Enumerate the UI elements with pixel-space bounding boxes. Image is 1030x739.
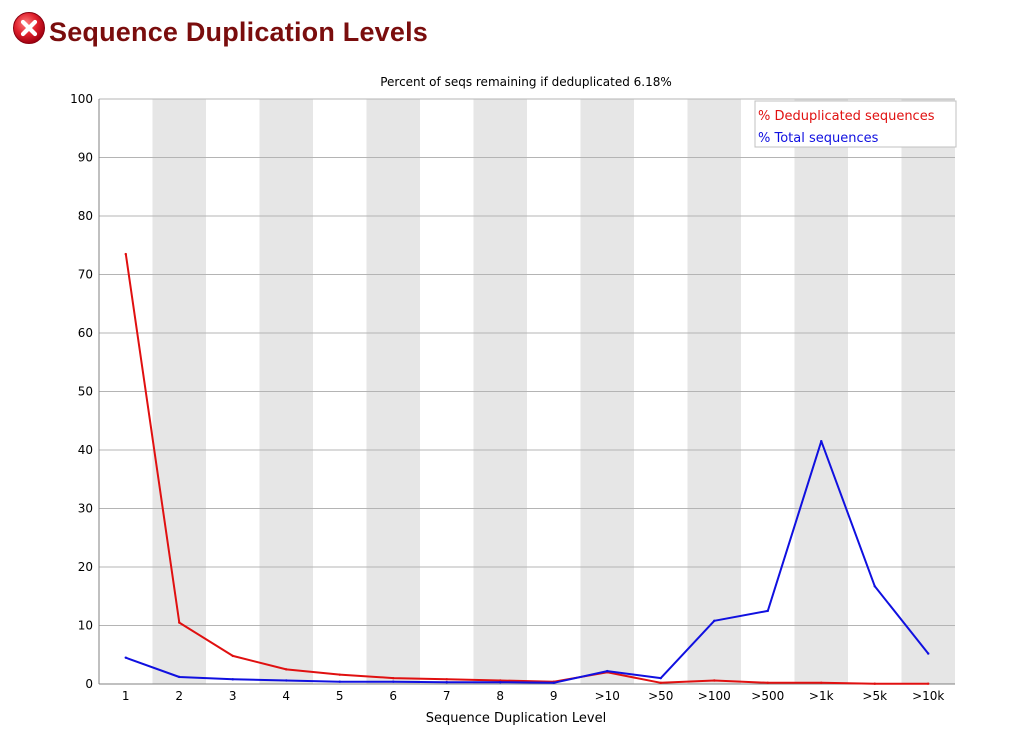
- x-tick-label: 1: [122, 689, 130, 703]
- header: Sequence Duplication Levels: [12, 10, 428, 54]
- series-0-point: [338, 673, 341, 676]
- series-1-point: [338, 680, 341, 683]
- series-0-point: [873, 682, 876, 685]
- y-tick-label: 70: [78, 268, 93, 282]
- x-tick-label: 7: [443, 689, 451, 703]
- series-0-point: [392, 676, 395, 680]
- y-tick-label: 30: [78, 502, 93, 516]
- chart-axes: [98, 99, 955, 685]
- series-0-point: [231, 654, 234, 658]
- series-1-point: [445, 681, 448, 684]
- page-title: Sequence Duplication Levels: [49, 16, 429, 47]
- series-0-point: [445, 678, 448, 681]
- x-tick-label: 8: [496, 689, 504, 703]
- series-1-point: [820, 440, 823, 443]
- chart-legend: % Deduplicated sequences % Total sequence…: [754, 100, 957, 148]
- x-tick-labels: 1 2 3 4 5 6 7 8 9 >10 >50 >100 >500 >1k >5k >10k: [122, 689, 945, 703]
- series-0-point: [499, 679, 502, 682]
- x-tick-label: 4: [282, 689, 290, 703]
- x-tick-label: >50: [648, 689, 673, 703]
- x-tick-label: 3: [229, 689, 237, 703]
- y-tick-label: 10: [78, 619, 93, 633]
- series-1-point: [285, 679, 288, 682]
- y-tick-label: 60: [78, 326, 93, 340]
- x-tick-label: >1k: [809, 689, 834, 703]
- series-1-point: [606, 669, 609, 673]
- y-tick-label: 100: [70, 92, 93, 106]
- series-1-point: [713, 619, 716, 623]
- series-0-point: [927, 682, 930, 685]
- series-1-point: [499, 681, 502, 684]
- series-1-point: [178, 675, 181, 679]
- y-tick-label: 40: [78, 443, 93, 457]
- series-1-point: [124, 656, 127, 659]
- legend-entry: % Deduplicated sequences: [758, 109, 935, 124]
- y-tick-label: 50: [78, 385, 93, 399]
- y-tick-label: 0: [85, 677, 93, 691]
- x-tick-label: 9: [550, 689, 558, 703]
- series-0-point: [285, 668, 288, 671]
- series-0-point: [713, 679, 716, 682]
- series-1-point: [552, 681, 555, 685]
- x-tick-label: >100: [698, 689, 731, 703]
- x-tick-label: 5: [336, 689, 344, 703]
- series-0-point: [178, 621, 181, 624]
- y-tick-label: 90: [78, 151, 93, 165]
- x-tick-label: >10k: [912, 689, 944, 703]
- legend-box: [754, 100, 957, 148]
- x-tick-label: >10: [595, 689, 620, 703]
- x-tick-label: 6: [389, 689, 397, 703]
- y-tick-label: 80: [78, 209, 93, 223]
- series-0-point: [820, 681, 823, 685]
- series-1-point: [766, 609, 769, 613]
- legend-entry: % Total sequences: [758, 131, 879, 146]
- series-1-point: [231, 678, 234, 681]
- x-axis-title: Sequence Duplication Level: [426, 711, 606, 726]
- series-0-point: [124, 252, 127, 256]
- series-1-point: [873, 585, 876, 588]
- x-tick-label: 2: [175, 689, 183, 703]
- series-0-point: [766, 681, 769, 685]
- error-icon: [13, 12, 45, 44]
- y-tick-label: 20: [78, 560, 93, 574]
- series-line-1: [125, 440, 930, 684]
- series-0-point: [659, 681, 662, 685]
- chart-title: Percent of seqs remaining if deduplicate…: [380, 75, 672, 89]
- x-tick-label: >500: [751, 689, 784, 703]
- series-line-0: [124, 253, 929, 685]
- x-tick-label: >5k: [862, 689, 887, 703]
- y-tick-labels: 0 10 20 30 40 50 60 70 80 90 100: [70, 92, 93, 691]
- series-1-point: [927, 652, 930, 655]
- chart-series: [124, 252, 930, 685]
- series-1-point: [659, 676, 662, 680]
- series-1-point: [392, 680, 395, 683]
